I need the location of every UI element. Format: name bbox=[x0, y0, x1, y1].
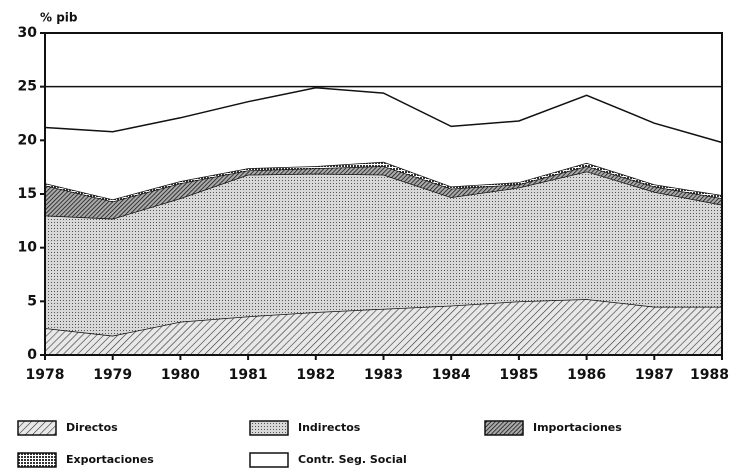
area bbox=[45, 87, 722, 200]
y-tick-label: 0 bbox=[27, 347, 37, 363]
x-tick-label: 1986 bbox=[567, 367, 606, 383]
y-tick-label: 10 bbox=[18, 240, 38, 256]
legend-swatch bbox=[17, 452, 57, 468]
y-tick-label: 25 bbox=[18, 79, 37, 95]
legend-swatch bbox=[249, 452, 289, 468]
x-tick-label: 1983 bbox=[364, 367, 403, 383]
y-tick-label: 15 bbox=[18, 186, 37, 202]
y-tick-label: 20 bbox=[18, 132, 38, 148]
legend-label: Directos bbox=[66, 421, 118, 434]
x-tick-label: 1980 bbox=[161, 367, 200, 383]
area-edge bbox=[44, 86, 723, 144]
legend-label: Indirectos bbox=[298, 421, 361, 434]
area bbox=[45, 171, 722, 336]
area bbox=[45, 166, 722, 219]
x-tick-label: 1981 bbox=[229, 367, 268, 383]
legend-swatch bbox=[249, 420, 289, 436]
area bbox=[45, 299, 722, 355]
legend-label: Importaciones bbox=[533, 421, 622, 434]
legend-swatch bbox=[17, 420, 57, 436]
x-tick-label: 1985 bbox=[499, 367, 538, 383]
x-tick-label: 1979 bbox=[93, 367, 132, 383]
x-tick-label: 1984 bbox=[432, 367, 471, 383]
y-tick-label: 5 bbox=[27, 293, 37, 309]
x-tick-label: 1982 bbox=[296, 367, 335, 383]
x-tick-label: 1978 bbox=[26, 367, 65, 383]
legend-swatch bbox=[484, 420, 524, 436]
legend-label: Exportaciones bbox=[66, 453, 154, 466]
y-tick-label: 30 bbox=[18, 25, 38, 41]
y-axis-label: % pib bbox=[40, 11, 78, 25]
x-tick-label: 1987 bbox=[635, 367, 674, 383]
area-edge bbox=[44, 298, 722, 337]
legend-label: Contr. Seg. Social bbox=[298, 453, 407, 466]
x-tick-label: 1988 bbox=[690, 367, 729, 383]
